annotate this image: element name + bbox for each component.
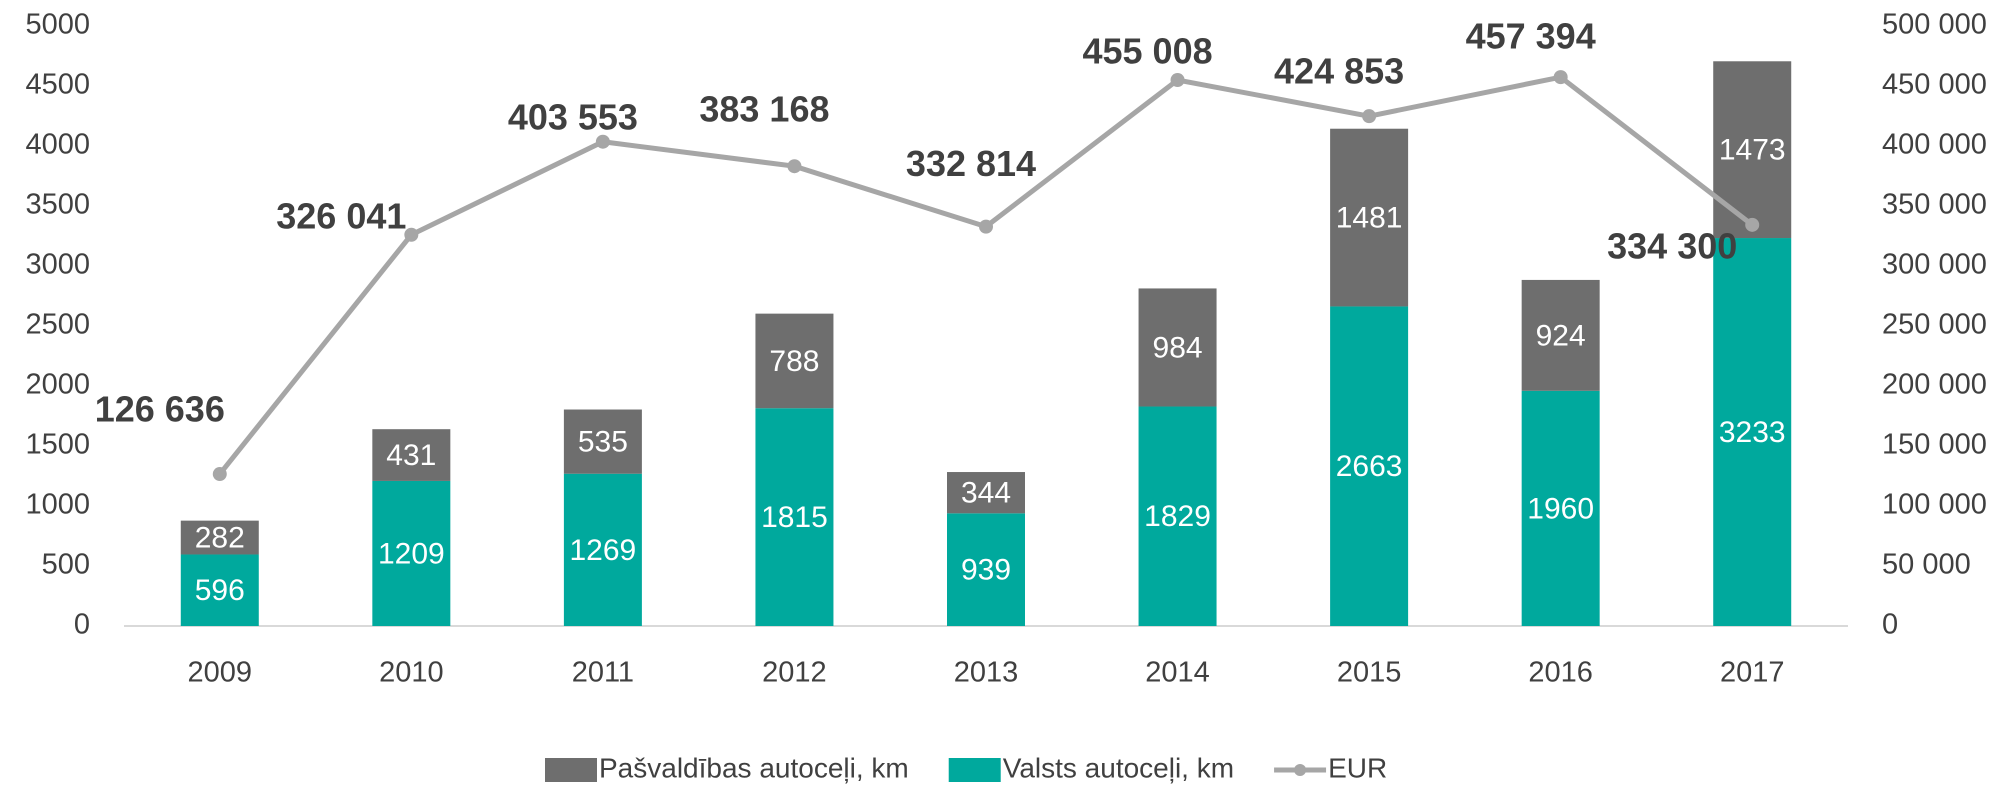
bar	[372, 480, 451, 626]
bar	[563, 473, 642, 626]
x-tick-label: 2011	[572, 657, 634, 689]
bar	[1330, 306, 1409, 626]
bar	[1521, 390, 1600, 626]
x-tick-label: 2013	[954, 657, 1019, 689]
line-point	[1553, 70, 1568, 85]
data-label: 1960	[1527, 492, 1594, 525]
legend-swatch	[948, 758, 1001, 782]
line-point	[1745, 217, 1760, 232]
bar	[372, 429, 451, 481]
data-label: 788	[769, 345, 819, 378]
y-tick-label: 1000	[25, 489, 90, 521]
y-tick-label: 3000	[25, 249, 90, 281]
y2-tick-label: 250 000	[1882, 309, 1987, 341]
data-label: 3233	[1719, 416, 1786, 449]
data-label: 344	[961, 477, 1011, 510]
bar	[1713, 238, 1792, 627]
y-tick-label: 500	[42, 549, 90, 581]
y2-tick-label: 400 000	[1882, 129, 1987, 161]
x-tick-label: 2009	[188, 657, 253, 689]
data-label: 984	[1153, 331, 1203, 364]
data-label: 282	[195, 521, 245, 554]
bar	[947, 472, 1025, 514]
y2-tick-label: 0	[1882, 609, 1898, 641]
data-label: 535	[578, 426, 628, 459]
data-label: 596	[195, 574, 245, 607]
x-tick-label: 2015	[1337, 657, 1402, 689]
data-label: 2663	[1336, 450, 1403, 483]
y2-tick-label: 350 000	[1882, 189, 1987, 221]
y2-tick-label: 300 000	[1882, 249, 1987, 281]
bar	[1713, 61, 1792, 239]
line-point	[404, 227, 419, 242]
x-tick-label: 2014	[1145, 657, 1210, 689]
y2-tick-label: 50 000	[1882, 549, 1971, 581]
y2-tick-label: 150 000	[1882, 429, 1987, 461]
y2-tick-label: 200 000	[1882, 369, 1987, 401]
y-tick-label: 0	[74, 609, 90, 641]
data-label: 431	[386, 439, 436, 472]
y-tick-label: 2500	[25, 309, 90, 341]
bar	[563, 409, 642, 474]
y-tick-label: 5000	[25, 9, 90, 41]
bar	[180, 554, 259, 626]
data-label: 1829	[1144, 500, 1211, 533]
data-label: 1815	[761, 501, 828, 534]
line-point	[787, 159, 802, 174]
legend-label: EUR	[1328, 752, 1387, 783]
y2-tick-label: 100 000	[1882, 489, 1987, 521]
legend-label: Pašvaldības autoceļi, km	[599, 752, 909, 783]
legend-label: Valsts autoceļi, km	[1003, 752, 1234, 783]
line-label: 457 394	[1466, 16, 1596, 57]
bar	[1138, 288, 1217, 407]
y-tick-label: 2000	[25, 369, 90, 401]
legend-swatch	[545, 758, 597, 782]
line-label: 455 008	[1082, 31, 1212, 72]
y-tick-label: 1500	[25, 429, 90, 461]
y2-tick-label: 500 000	[1882, 9, 1987, 41]
line-label: 126 636	[95, 389, 225, 430]
y2-tick-label: 450 000	[1882, 69, 1987, 101]
y-tick-label: 3500	[25, 189, 90, 221]
bar	[947, 513, 1025, 626]
x-tick-label: 2012	[762, 657, 827, 689]
bar	[755, 313, 834, 409]
bar	[1521, 279, 1600, 391]
bar	[1138, 406, 1217, 626]
line-point	[979, 219, 993, 234]
x-tick-label: 2010	[379, 657, 444, 689]
y-tick-label: 4500	[25, 69, 90, 101]
y-tick-label: 4000	[25, 129, 90, 161]
line-label: 334 300	[1607, 225, 1737, 266]
data-label: 1209	[378, 537, 445, 570]
line-label: 424 853	[1274, 51, 1404, 92]
data-label: 924	[1536, 319, 1586, 352]
line-point	[595, 134, 610, 149]
x-tick-label: 2017	[1720, 657, 1785, 689]
legend-swatch	[1294, 764, 1307, 776]
data-label: 1269	[570, 534, 637, 567]
line-label: 403 553	[508, 96, 638, 137]
line-point	[1170, 72, 1185, 87]
bar	[180, 520, 259, 555]
x-tick-label: 2016	[1528, 657, 1593, 689]
line-point	[212, 467, 227, 482]
line-label: 383 168	[699, 89, 829, 130]
bar	[755, 408, 834, 626]
line-label: 332 814	[906, 143, 1036, 184]
data-label: 1473	[1719, 134, 1786, 167]
data-label: 939	[961, 554, 1011, 587]
bar	[1330, 128, 1409, 307]
line-label: 326 041	[276, 195, 406, 236]
data-label: 1481	[1336, 202, 1403, 235]
line-point	[1362, 109, 1377, 124]
